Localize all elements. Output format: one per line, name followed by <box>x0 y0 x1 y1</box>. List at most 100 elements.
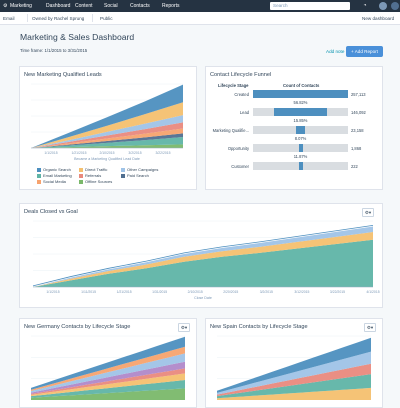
legend-swatch <box>121 167 125 172</box>
gear-icon[interactable]: ⚙▾ <box>178 323 190 332</box>
top-nav: ⚙ Marketing Dashboard Content Social Con… <box>0 0 400 12</box>
legend-item[interactable]: Direct Traffic <box>79 167 121 172</box>
x-tick-label: 1/21/2015 <box>117 290 132 294</box>
gear-icon[interactable]: ⚙▾ <box>362 208 374 217</box>
nav-social[interactable]: Social <box>104 3 118 9</box>
x-tick-label: 3/22/2015 <box>155 151 170 155</box>
x-tick-label: 4/1/2015 <box>366 290 379 294</box>
funnel-bar <box>298 162 303 170</box>
mql-chart: 1/1/2015 1/21/2015 2/10/2015 3/2/2015 3/22/2… <box>31 83 183 161</box>
funnel-stage-label: Customer <box>231 163 249 169</box>
legend-swatch <box>79 167 83 172</box>
legend-item[interactable]: Email Marketing <box>37 173 79 178</box>
series-area-5 <box>31 353 185 393</box>
legend-item[interactable]: Other Campaigns <box>121 167 163 172</box>
series-area-2 <box>33 226 373 287</box>
legend-label: Direct Traffic <box>85 167 108 172</box>
series-area-0 <box>217 387 371 400</box>
x-tick-label: 1/1/2015 <box>46 290 59 294</box>
page-title[interactable]: Marketing & Sales Dashboard <box>20 32 135 42</box>
funnel-conversion-rate: 56.82% <box>293 99 308 105</box>
goal-line <box>32 225 374 287</box>
x-tick-label: 3/12/2015 <box>294 290 309 294</box>
email-dropdown[interactable]: Email <box>3 15 15 21</box>
legend-item[interactable]: Offline Sources <box>79 179 121 184</box>
series-area-1 <box>31 137 183 148</box>
series-area-4 <box>31 361 185 394</box>
funnel-count-header: Count of Contacts <box>283 83 320 88</box>
legend-swatch <box>37 173 41 178</box>
nav-brand-marketing[interactable]: Marketing <box>10 3 32 9</box>
bell-icon[interactable]: ◔ <box>363 3 367 9</box>
series-area-2 <box>31 373 185 397</box>
funnel-count: 146,092 <box>351 109 366 115</box>
x-tick-label: 3/22/2015 <box>330 290 345 294</box>
funnel-count: 257,113 <box>351 91 366 97</box>
owner-dropdown[interactable]: Owned by Rachel Sprung <box>32 15 85 21</box>
legend-label: Organic Search <box>43 167 71 172</box>
nav-reports[interactable]: Reports <box>162 3 180 9</box>
funnel-conversion-rate: 8.07% <box>294 135 307 141</box>
deals-chart: 1/1/2015 1/11/2015 1/21/2015 1/31/2015 2/10/… <box>32 220 380 300</box>
funnel-bar <box>253 90 348 98</box>
mql-legend: Organic Search Direct Traffic Other Campai… <box>37 167 187 185</box>
funnel-stage-header: Lifecycle Stage <box>218 83 249 88</box>
series-area-1 <box>217 374 371 399</box>
x-tick-label: 1/21/2015 <box>71 151 86 155</box>
nav-contacts[interactable]: Contacts <box>130 3 150 9</box>
x-tick-label: 1/11/2015 <box>81 290 96 294</box>
series-area-1 <box>33 232 373 287</box>
funnel-stage-label: Lead <box>239 109 249 115</box>
time-frame[interactable]: Time frame: 1/1/2015 to 3/31/2015 <box>20 48 88 53</box>
avatar[interactable] <box>379 2 387 10</box>
legend-swatch <box>79 179 83 184</box>
nav-dashboard[interactable]: Dashboard <box>46 3 71 9</box>
x-tick-label: 2/10/2015 <box>99 151 114 155</box>
hubspot-logo-icon[interactable]: ⚙ <box>3 3 8 9</box>
funnel-title: Contact Lifecycle Funnel <box>210 72 272 78</box>
funnel-stage-label: Opportunity <box>227 145 249 151</box>
new-dashboard-button[interactable]: New dashboard <box>362 15 395 21</box>
x-tick-label: 3/2/2015 <box>260 290 273 294</box>
funnel-count: 222 <box>351 163 358 169</box>
gear-icon[interactable]: ⚙▾ <box>364 323 376 332</box>
legend-label: Other Campaigns <box>127 167 159 172</box>
spain-chart <box>217 335 371 400</box>
legend-item[interactable]: Paid Search <box>121 173 163 178</box>
dashboard-toolbar: Email Owned by Rachel Sprung Public New … <box>0 12 400 25</box>
legend-swatch <box>121 173 125 178</box>
divider <box>27 14 28 22</box>
series-area-3 <box>217 351 371 395</box>
series-area-4 <box>217 337 371 393</box>
x-tick-label: 2/10/2015 <box>188 290 203 294</box>
funnel-bar <box>273 108 328 116</box>
funnel-stage-label: Created <box>234 91 249 97</box>
divider <box>92 14 93 22</box>
mql-title: New Marketing Qualified Leads <box>24 72 102 78</box>
add-note-link[interactable]: Add note <box>326 49 345 54</box>
deals-title: Deals Closed vs Goal <box>24 209 78 215</box>
legend-swatch <box>79 173 83 178</box>
legend-swatch <box>37 167 41 172</box>
x-axis-label: Close Date <box>194 296 212 300</box>
search-input[interactable]: Search <box>270 2 350 10</box>
series-area-0 <box>31 144 183 148</box>
nav-content[interactable]: Content <box>75 3 93 9</box>
funnel-count: 1,868 <box>351 145 362 151</box>
visibility-toggle[interactable]: Public <box>100 15 113 21</box>
x-tick-label: 2/20/2015 <box>223 290 238 294</box>
series-area-6 <box>31 346 185 392</box>
funnel-bar <box>298 144 303 152</box>
x-axis-label: Became a Marketing Qualified Lead Date <box>74 157 140 161</box>
series-area-0 <box>31 388 185 400</box>
funnel-conversion-rate: 11.87% <box>293 153 308 159</box>
legend-item[interactable]: Referrals <box>79 173 121 178</box>
legend-swatch <box>37 179 41 184</box>
funnel-conversion-rate: 15.85% <box>293 117 308 123</box>
legend-label: Email Marketing <box>43 173 72 178</box>
legend-item[interactable]: Organic Search <box>37 167 79 172</box>
legend-item[interactable]: Social Media <box>37 179 79 184</box>
add-report-button[interactable]: + Add Report <box>346 46 383 57</box>
account-avatar[interactable] <box>391 2 399 10</box>
legend-label: Referrals <box>85 173 102 178</box>
